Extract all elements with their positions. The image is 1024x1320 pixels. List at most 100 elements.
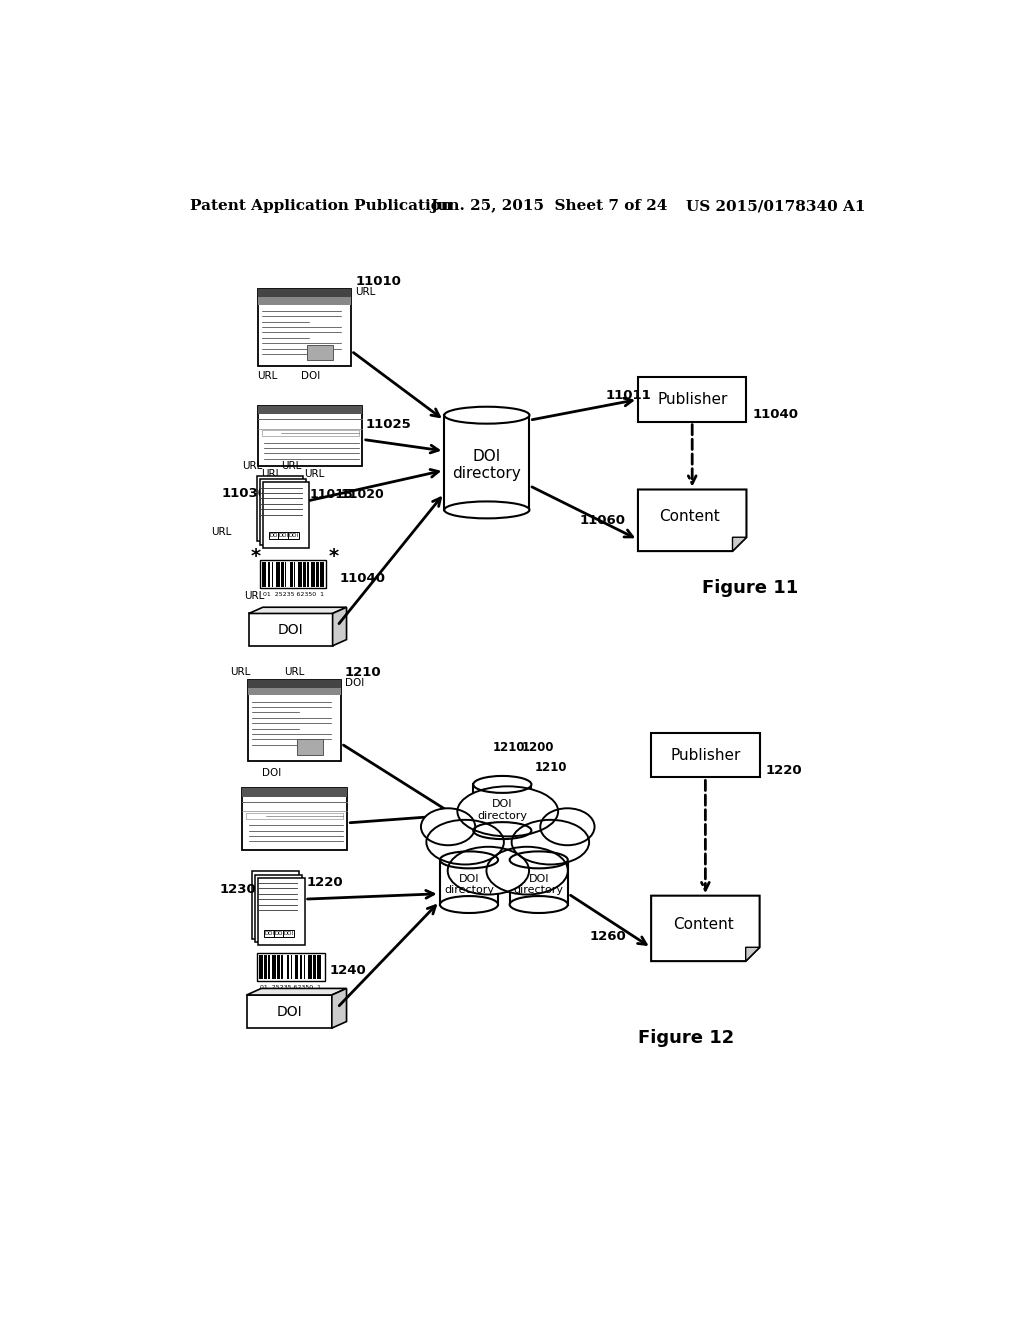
Text: 1210: 1210 [535,760,567,774]
FancyBboxPatch shape [243,788,347,850]
Text: Content: Content [659,510,720,524]
Text: 1220: 1220 [306,875,343,888]
FancyBboxPatch shape [263,482,309,548]
Text: 1260: 1260 [589,929,626,942]
Bar [294,562,295,586]
Bar [321,562,325,586]
FancyBboxPatch shape [248,680,341,688]
Ellipse shape [421,808,475,845]
Ellipse shape [510,896,568,913]
Bar [262,562,266,586]
Text: 01  25235 62350  1: 01 25235 62350 1 [260,985,322,990]
FancyBboxPatch shape [444,416,529,510]
FancyBboxPatch shape [651,733,760,777]
FancyBboxPatch shape [255,875,302,942]
Text: Content: Content [673,917,733,932]
Bar [304,954,305,979]
Text: 1210: 1210 [543,837,575,850]
Ellipse shape [426,820,504,865]
Polygon shape [332,989,346,1028]
FancyBboxPatch shape [297,739,323,755]
FancyBboxPatch shape [288,532,299,539]
Polygon shape [333,607,346,645]
Bar [287,954,289,979]
Text: URL: URL [355,286,376,297]
Text: 1200: 1200 [521,741,554,754]
Ellipse shape [512,820,589,865]
Text: URL: URL [244,591,264,601]
Text: URL: URL [285,667,305,677]
Text: DOI
directory: DOI directory [514,874,564,895]
FancyBboxPatch shape [283,929,294,937]
Bar [298,562,302,586]
Text: 1240: 1240 [330,964,367,977]
Text: 1210: 1210 [473,837,506,850]
Bar [281,562,284,586]
FancyBboxPatch shape [638,378,746,422]
Text: DOI
directory: DOI directory [444,874,494,895]
Text: 11010: 11010 [355,275,401,288]
Text: 11060: 11060 [580,513,626,527]
Text: DOI: DOI [269,533,280,539]
Text: 1210: 1210 [345,667,382,680]
Text: DOI: DOI [276,1005,302,1019]
Text: DOI: DOI [265,931,274,936]
FancyBboxPatch shape [258,289,351,297]
Text: DOI: DOI [274,931,285,936]
Text: *: * [251,546,261,566]
Text: DOI: DOI [345,677,365,688]
Bar [259,954,263,979]
Bar [300,954,302,979]
Bar [271,562,273,586]
Text: URL: URL [304,469,325,479]
Bar [316,562,319,586]
Text: DOI
directory: DOI directory [477,799,527,821]
Bar [313,954,315,979]
Ellipse shape [510,851,568,869]
Ellipse shape [444,407,529,424]
Text: DOI: DOI [262,768,281,777]
Text: 11025: 11025 [366,417,412,430]
Text: 1210: 1210 [493,741,525,754]
Text: 01  25235 62350  1: 01 25235 62350 1 [262,591,324,597]
Bar [307,562,308,586]
Polygon shape [638,490,746,552]
Ellipse shape [473,822,531,840]
Text: 1220: 1220 [766,764,803,777]
Text: DOI: DOI [278,623,303,636]
Text: Figure 12: Figure 12 [638,1028,734,1047]
Bar [295,954,299,979]
Bar [267,562,270,586]
FancyBboxPatch shape [248,688,341,696]
Bar [291,954,292,979]
FancyBboxPatch shape [248,680,341,760]
FancyBboxPatch shape [252,871,299,940]
FancyBboxPatch shape [258,289,351,367]
Bar [290,562,293,586]
FancyBboxPatch shape [258,297,351,305]
Text: URL: URL [212,527,232,537]
Bar [285,562,286,586]
FancyBboxPatch shape [307,345,333,360]
Polygon shape [247,989,346,995]
Bar [308,954,311,979]
Polygon shape [249,607,346,614]
Bar [272,954,276,979]
Text: Publisher: Publisher [670,747,740,763]
FancyBboxPatch shape [510,859,568,904]
Ellipse shape [440,851,498,869]
FancyBboxPatch shape [273,929,285,937]
Text: DOI: DOI [284,931,294,936]
Text: Patent Application Publication: Patent Application Publication [190,199,452,213]
Text: *: * [329,546,339,566]
Ellipse shape [473,776,531,793]
Text: 11030: 11030 [222,487,267,500]
Polygon shape [745,948,760,961]
Text: URL: URL [243,462,263,471]
Text: 11020: 11020 [340,488,384,502]
Ellipse shape [440,896,498,913]
Bar [282,954,283,979]
Text: Figure 11: Figure 11 [701,579,798,597]
FancyBboxPatch shape [258,405,362,414]
Text: DOI: DOI [279,533,289,539]
